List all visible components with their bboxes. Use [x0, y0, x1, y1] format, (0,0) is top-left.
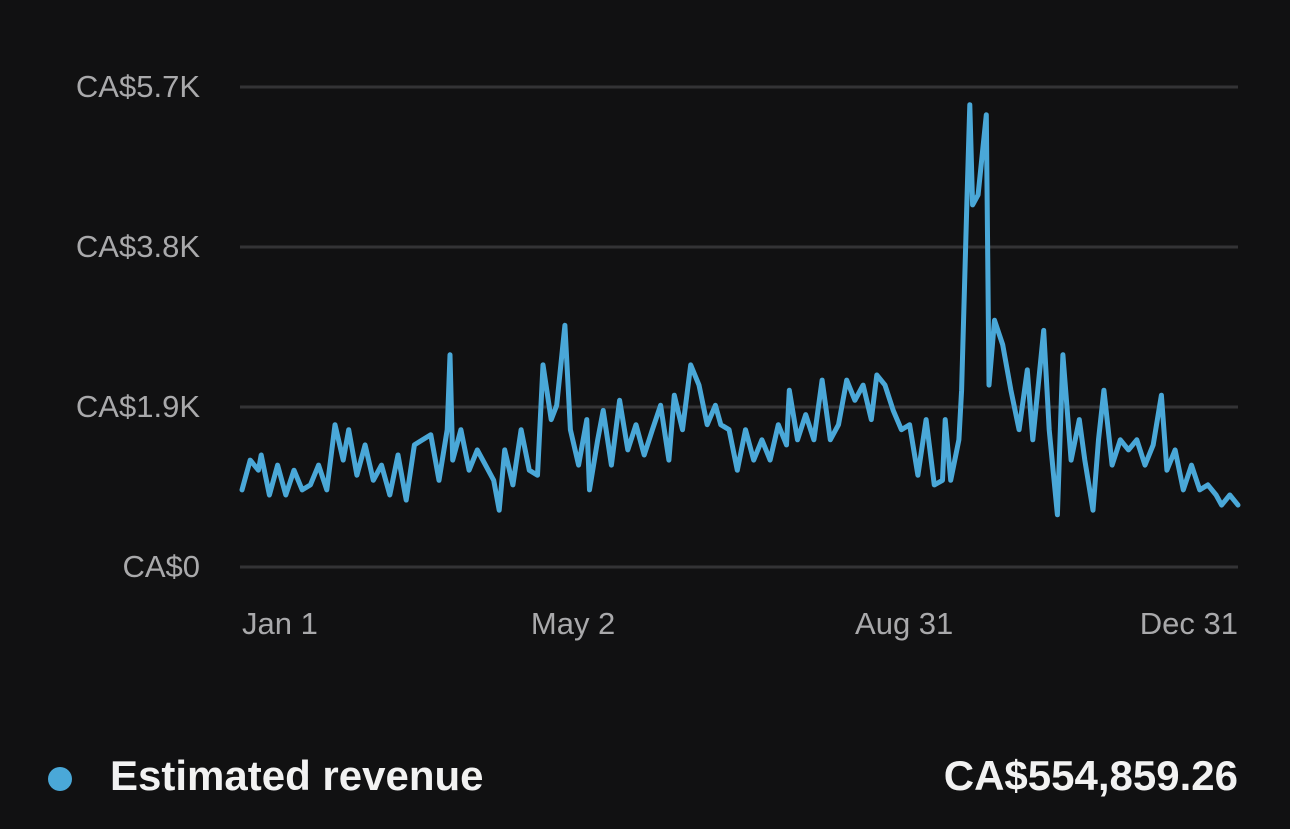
y-tick-label: CA$3.8K	[76, 229, 200, 264]
x-tick-label: May 2	[531, 606, 615, 641]
series-line	[239, 102, 1241, 518]
y-tick-label: CA$5.7K	[76, 69, 200, 104]
legend-swatch	[48, 767, 72, 791]
y-tick-label: CA$1.9K	[76, 389, 200, 424]
legend-total: CA$554,859.26	[944, 752, 1238, 799]
legend-label: Estimated revenue	[110, 752, 484, 799]
y-tick-label: CA$0	[122, 549, 200, 584]
x-tick-label: Aug 31	[855, 606, 953, 641]
x-tick-label: Dec 31	[1140, 606, 1238, 641]
x-tick-label: Jan 1	[242, 606, 318, 641]
